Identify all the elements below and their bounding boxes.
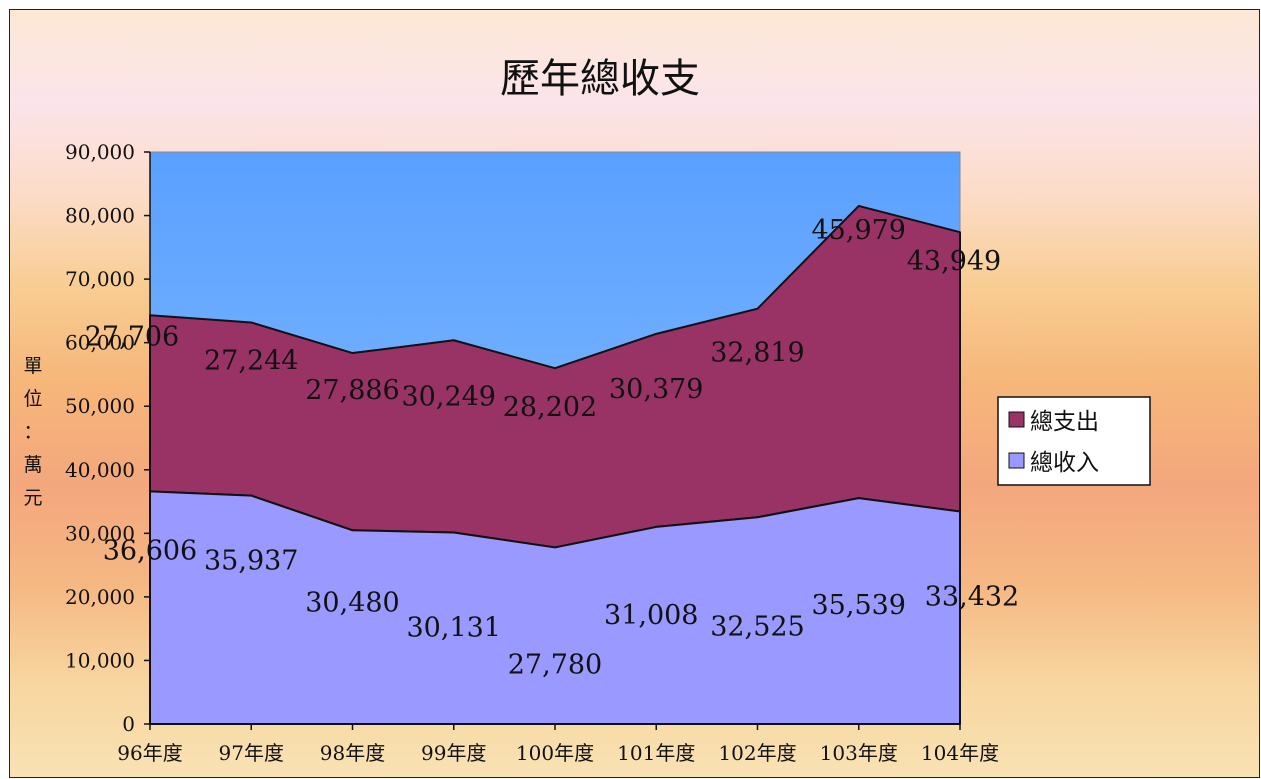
data-label-總支出: 28,202	[503, 392, 597, 423]
data-label-總收入: 33,432	[925, 582, 1019, 613]
data-label-總收入: 35,937	[204, 546, 298, 577]
y-axis-label-char: 元	[23, 487, 42, 509]
y-tick-label: 80,000	[65, 204, 135, 228]
y-tick-label: 0	[122, 712, 135, 736]
y-tick-label: 40,000	[65, 458, 135, 482]
data-label-總收入: 30,480	[305, 587, 399, 618]
data-label-總收入: 27,780	[508, 649, 602, 680]
data-label-總支出: 43,949	[907, 246, 1001, 277]
chart-title: 歷年總收支	[500, 56, 700, 102]
y-tick-label: 50,000	[65, 394, 135, 418]
y-axis-label-char: 單	[23, 355, 42, 377]
y-tick-label: 90,000	[65, 140, 135, 164]
data-label-總收入: 30,131	[407, 613, 501, 644]
y-tick-label: 30,000	[65, 521, 135, 545]
legend-label: 總支出	[1030, 409, 1099, 435]
legend-swatch	[1008, 452, 1025, 469]
data-label-總支出: 27,706	[85, 321, 179, 352]
y-axis-label-char: 萬	[23, 454, 42, 476]
y-axis-label-char: ：	[23, 421, 42, 443]
data-label-總支出: 30,249	[402, 381, 496, 412]
x-tick-label: 103年度	[820, 741, 898, 765]
data-label-總支出: 27,886	[305, 375, 399, 406]
x-tick-label: 96年度	[117, 741, 182, 765]
y-tick-label: 60,000	[65, 331, 135, 355]
data-label-總收入: 32,525	[710, 611, 804, 642]
x-tick-label: 99年度	[421, 741, 486, 765]
y-tick-label: 70,000	[65, 267, 135, 291]
data-label-總支出: 27,244	[204, 345, 298, 376]
x-tick-label: 101年度	[617, 741, 695, 765]
y-axis-label-char: 位	[23, 388, 42, 410]
x-tick-label: 98年度	[320, 741, 385, 765]
y-tick-label: 10,000	[65, 648, 135, 672]
legend-label: 總收入	[1030, 450, 1099, 476]
data-label-總支出: 32,819	[710, 338, 804, 369]
data-label-總收入: 35,539	[812, 590, 906, 621]
x-tick-label: 97年度	[219, 741, 284, 765]
data-label-總支出: 30,379	[609, 374, 703, 405]
data-label-總收入: 36,606	[103, 535, 197, 566]
y-tick-label: 20,000	[65, 585, 135, 609]
legend-swatch	[1008, 411, 1025, 428]
x-tick-label: 100年度	[516, 741, 594, 765]
x-tick-label: 102年度	[718, 741, 796, 765]
data-label-總收入: 31,008	[604, 600, 698, 631]
x-tick-label: 104年度	[921, 741, 999, 765]
data-label-總支出: 45,979	[812, 215, 906, 246]
